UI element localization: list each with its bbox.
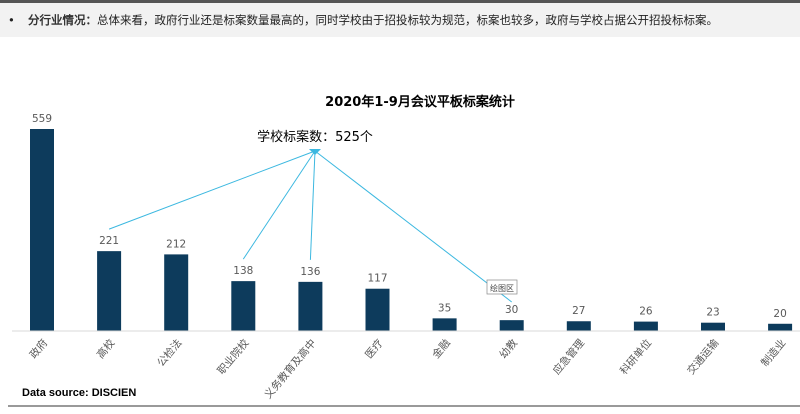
annotation-text: 学校标案数：525个: [257, 129, 373, 145]
bar-8: [566, 321, 591, 331]
annotation-line: [242, 150, 316, 260]
annotation-line: [309, 150, 316, 260]
bar-2: [164, 254, 189, 331]
x-tick-label: 职业院校: [215, 336, 252, 377]
bar-3: [231, 281, 256, 331]
x-tick-label: 公检法: [154, 337, 184, 369]
data-label: 559: [32, 113, 52, 125]
data-source: Data source: DISCIEN: [22, 387, 137, 399]
summary-bar: • 分行业情况： 总体来看，政府行业还是标案数量最高的，同时学校由于招投标较为规…: [0, 3, 800, 37]
bar-9: [633, 321, 658, 331]
data-label: 212: [166, 238, 186, 250]
x-tick-label: 幼教: [497, 336, 521, 361]
bar-5: [365, 288, 390, 331]
data-label: 138: [233, 265, 253, 277]
tooltip: 绘图区: [486, 279, 518, 295]
top-rule: [0, 0, 800, 3]
summary-label: 分行业情况：: [28, 13, 97, 27]
data-label: 23: [706, 307, 719, 319]
bottom-rule: [8, 405, 800, 407]
x-tick-label: 政府: [27, 337, 50, 361]
x-tick-label: 高校: [94, 336, 118, 361]
x-tick-label: 交通运输: [684, 336, 721, 377]
x-tick-label: 医疗: [362, 336, 386, 361]
x-tick-label: 制造业: [758, 337, 788, 369]
chart-title: 2020年1-9月会议平板标案统计: [325, 94, 515, 110]
x-tick-label: 金融: [429, 336, 453, 361]
data-label: 26: [639, 306, 653, 318]
data-label: 117: [367, 273, 387, 285]
bullet: •: [8, 13, 15, 27]
bar-0: [30, 129, 54, 331]
bar-11: [768, 323, 793, 331]
data-label: 30: [505, 304, 518, 316]
bar-6: [432, 318, 457, 331]
bar-7: [499, 320, 524, 331]
data-label: 136: [300, 266, 320, 278]
bar-10: [701, 322, 725, 331]
data-label: 20: [773, 308, 786, 320]
x-tick-label: 科研单位: [617, 336, 654, 377]
annotation-line: [108, 150, 316, 230]
tooltip-text: 绘图区: [490, 283, 514, 293]
data-label: 221: [99, 235, 119, 247]
bar-1: [97, 251, 122, 331]
summary-text: 总体来看，政府行业还是标案数量最高的，同时学校由于招投标较为规范，标案也较多，政…: [97, 13, 718, 27]
data-label: 27: [572, 305, 585, 317]
x-tick-label: 义务教育及高中: [261, 337, 318, 402]
x-tick-label: 应急管理: [550, 336, 587, 377]
bar-4: [298, 281, 323, 331]
data-label: 35: [438, 302, 451, 314]
annotation-line: [314, 150, 513, 303]
arrowhead-icon: [309, 149, 321, 155]
